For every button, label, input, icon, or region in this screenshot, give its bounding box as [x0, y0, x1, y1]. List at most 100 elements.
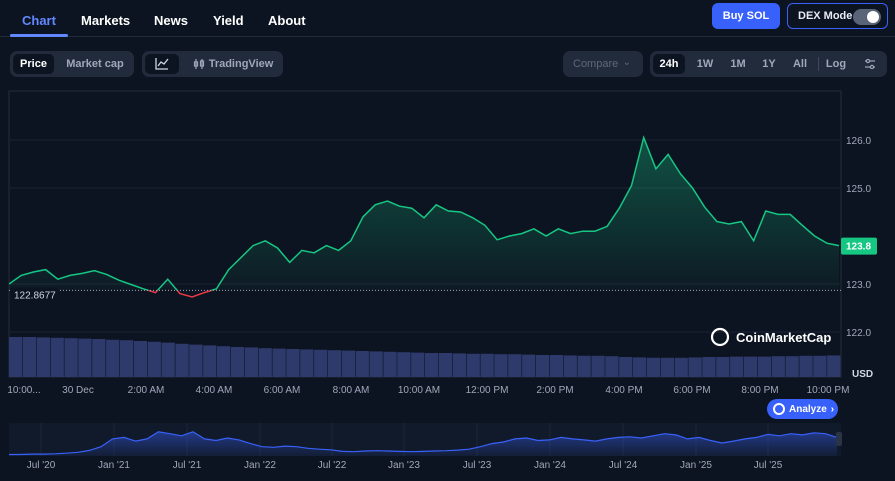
price-chart[interactable]: 122.8677 126.0 125.0 123.0 122.0 123.8 10:0… [0, 88, 895, 393]
volume-bar [813, 355, 827, 377]
volume-bar [743, 356, 758, 377]
overview-x-label: Jan '25 [680, 460, 712, 471]
volume-bar [369, 351, 383, 377]
overview-x-label: Jul '23 [463, 460, 492, 471]
range-1w[interactable]: 1W [696, 58, 714, 70]
sliders-icon [865, 59, 875, 69]
price-tab[interactable]: Price [13, 54, 54, 74]
volume-bar [716, 357, 730, 377]
line-chart-button[interactable] [145, 54, 179, 74]
overview-x-label: Jan '24 [534, 460, 566, 471]
buy-sol-button[interactable]: Buy SOL [712, 3, 780, 29]
volume-bar [646, 357, 661, 377]
volume-bar [466, 353, 480, 377]
tab-markets[interactable]: Markets [81, 13, 131, 28]
dex-mode-label: DEX Mode [798, 10, 853, 22]
analyze-button[interactable]: Analyze › [767, 399, 838, 419]
volume-bar [619, 357, 633, 377]
volume-bar [702, 357, 716, 377]
tab-about[interactable]: About [268, 13, 306, 28]
chevron-down-icon: ⌄ [622, 57, 631, 68]
settings-button[interactable] [856, 54, 884, 74]
x-tick-label: 4:00 AM [196, 385, 233, 393]
price-marketcap-switch: Price Market cap [10, 51, 134, 77]
volume-bar [522, 354, 536, 377]
range-1y[interactable]: 1Y [762, 58, 776, 70]
current-price-label: 123.8 [846, 242, 871, 253]
volume-bar [438, 353, 453, 377]
volume-bar [64, 338, 78, 377]
top-nav: Chart Markets News Yield About [0, 0, 895, 37]
marketcap-tab[interactable]: Market cap [66, 58, 124, 70]
overview-x-label: Jul '22 [318, 460, 347, 471]
tab-chart[interactable]: Chart [22, 13, 56, 28]
volume-bar [258, 348, 272, 377]
volume-bar [133, 341, 148, 377]
tradingview-button[interactable]: TradingView [186, 54, 280, 74]
volume-bar [189, 344, 203, 377]
chart-type-switch: TradingView [142, 51, 283, 77]
tab-yield[interactable]: Yield [213, 13, 244, 28]
volume-bar [203, 345, 217, 377]
volume-bar [535, 355, 550, 377]
volume-bar [688, 357, 702, 377]
volume-bar [147, 341, 161, 377]
price-line-down [145, 290, 215, 298]
overview-x-label: Jul '20 [27, 460, 56, 471]
volume-bar [425, 353, 439, 377]
time-range-selector: 24h 1W 1M 1Y All Log [650, 51, 887, 77]
volume-bar [92, 339, 106, 377]
volume-bar [730, 356, 744, 377]
volume-bar [355, 351, 369, 377]
x-tick-label: 10:00 AM [398, 385, 440, 393]
y-tick-label: 126.0 [846, 136, 871, 147]
overview-line [9, 431, 838, 456]
analyze-icon [773, 403, 785, 415]
volume-bar [314, 349, 328, 377]
x-tick-label: 8:00 PM [741, 385, 778, 393]
range-all[interactable]: All [792, 58, 808, 70]
volume-bar [22, 337, 37, 377]
overview-handle[interactable] [836, 432, 842, 446]
volume-bar [217, 346, 231, 377]
volume-bar [286, 349, 300, 377]
x-tick-label: 12:00 PM [466, 385, 509, 393]
price-line-up [9, 135, 840, 291]
volume-bar [50, 337, 64, 377]
baseline-label: 122.8677 [14, 290, 56, 301]
overview-x-label: Jan '21 [98, 460, 130, 471]
volume-bar [327, 350, 342, 377]
x-tick-label: 8:00 AM [333, 385, 370, 393]
compare-dropdown[interactable]: Compare ⌄ [563, 51, 643, 77]
overview-x-label: Jul '21 [173, 460, 202, 471]
volume-bar [508, 354, 522, 377]
volume-bar [78, 338, 92, 377]
baseline-box [10, 287, 58, 303]
log-scale-button[interactable]: Log [825, 58, 847, 70]
volume-bar [563, 355, 577, 377]
tradingview-icon [193, 59, 204, 69]
active-tab-indicator [10, 34, 68, 37]
tab-news[interactable]: News [154, 13, 188, 28]
toggle-switch[interactable] [853, 9, 881, 25]
volume-bar [674, 357, 688, 377]
cmc-logo-icon [710, 327, 730, 347]
volume-bar [244, 347, 258, 377]
x-tick-label: 2:00 PM [536, 385, 573, 393]
volume-bar [272, 348, 286, 377]
dex-mode-toggle[interactable]: DEX Mode [787, 3, 888, 29]
y-tick-label: 125.0 [846, 184, 871, 195]
overview-chart[interactable]: Jul '20 Jan '21 Jul '21 Jan '22 Jul '22 Jan '… [0, 420, 895, 481]
current-price-box [841, 237, 877, 255]
volume-bar [119, 340, 134, 377]
volume-bar [605, 356, 619, 377]
range-24h[interactable]: 24h [653, 54, 685, 74]
x-tick-label: 10:00... [7, 385, 40, 393]
y-tick-label: 122.0 [846, 328, 871, 339]
range-1m[interactable]: 1M [730, 58, 746, 70]
overview-x-label: Jul '25 [754, 460, 783, 471]
volume-bar [161, 342, 175, 377]
volume-bar [633, 357, 647, 377]
volume-bar [452, 353, 466, 377]
volume-bar [591, 355, 605, 377]
